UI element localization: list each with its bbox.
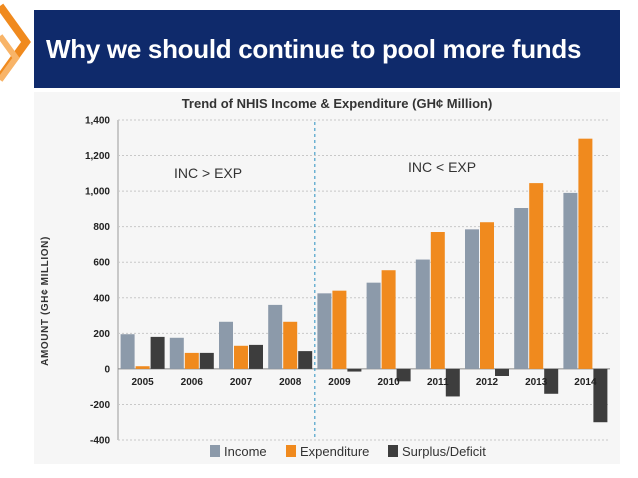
- legend-label: Expenditure: [300, 444, 369, 459]
- y-tick-label: 1,400: [85, 116, 110, 127]
- legend-swatch-expenditure: [286, 445, 296, 457]
- bar-surplus-deficit-2011: [445, 368, 460, 397]
- y-tick-label: 1,000: [85, 187, 110, 198]
- bar-expenditure-2009: [332, 290, 347, 369]
- annotation-inc-lt-exp: INC < EXP: [408, 159, 476, 175]
- bar-surplus-deficit-2005: [150, 336, 165, 369]
- bar-surplus-deficit-2007: [249, 344, 263, 369]
- bar-income-2012: [465, 229, 479, 369]
- bar-income-2009: [317, 293, 332, 369]
- x-tick-label: 2010: [377, 377, 400, 388]
- bar-surplus-deficit-2014: [593, 368, 608, 423]
- bar-surplus-deficit-2008: [298, 351, 313, 369]
- bar-expenditure-2006: [184, 352, 199, 369]
- y-axis-label: AMOUNT (GH¢ MILLION): [40, 236, 51, 366]
- bar-income-2010: [366, 282, 381, 369]
- y-tick-label: -400: [90, 436, 110, 447]
- income-expenditure-chart: Trend of NHIS Income & Expenditure (GH¢ …: [40, 96, 610, 459]
- y-tick-label: 800: [93, 222, 110, 233]
- bar-expenditure-2010: [381, 270, 396, 369]
- bar-income-2005: [120, 334, 135, 369]
- bar-expenditure-2012: [480, 222, 494, 369]
- chart-title: Trend of NHIS Income & Expenditure (GH¢ …: [182, 96, 493, 111]
- bar-expenditure-2011: [430, 232, 445, 369]
- bar-income-2007: [219, 321, 233, 369]
- legend: Income Expenditure Surplus/Deficit: [210, 444, 486, 459]
- y-tick-label: 200: [93, 329, 110, 340]
- x-tick-label: 2013: [525, 377, 548, 388]
- y-tick-label: 400: [93, 293, 110, 304]
- bar-expenditure-2007: [234, 345, 248, 369]
- bar-expenditure-2013: [529, 183, 544, 369]
- bar-surplus-deficit-2010: [396, 368, 411, 382]
- x-tick-label: 2011: [427, 377, 449, 388]
- bar-expenditure-2014: [578, 138, 593, 369]
- bar-income-2014: [563, 192, 578, 369]
- bar-expenditure-2005: [135, 366, 150, 369]
- y-tick-label: 600: [93, 258, 110, 269]
- x-tick-label: 2014: [574, 377, 597, 388]
- chart-panel: Trend of NHIS Income & Expenditure (GH¢ …: [34, 92, 620, 464]
- y-axis-ticks: 1,400 1,200 1,000 800 600 400 200 0 -200 -400: [85, 116, 110, 447]
- legend-label: Income: [224, 444, 267, 459]
- bar-income-2013: [514, 208, 529, 369]
- x-tick-label: 2008: [279, 377, 302, 388]
- bars: [120, 138, 608, 423]
- x-tick-label: 2005: [131, 377, 154, 388]
- slide-title-bar: Why we should continue to pool more fund…: [34, 10, 620, 88]
- bar-surplus-deficit-2009: [347, 368, 362, 372]
- slide-title: Why we should continue to pool more fund…: [46, 34, 582, 64]
- legend-label: Surplus/Deficit: [402, 444, 486, 459]
- legend-swatch-income: [210, 445, 220, 457]
- x-axis-ticks: 2005 2006 2007 2008 2009 2010 2011 2012 2013 2014: [131, 377, 596, 388]
- bar-income-2008: [268, 304, 283, 369]
- bar-surplus-deficit-2013: [544, 368, 559, 394]
- x-tick-label: 2012: [476, 377, 499, 388]
- bar-income-2011: [415, 259, 430, 369]
- y-tick-label: 1,200: [85, 151, 110, 162]
- bar-income-2006: [169, 337, 184, 369]
- y-tick-label: -200: [90, 400, 110, 411]
- bar-surplus-deficit-2006: [199, 352, 214, 369]
- bar-expenditure-2008: [283, 321, 298, 369]
- x-tick-label: 2006: [181, 377, 204, 388]
- legend-swatch-surplus-deficit: [388, 445, 398, 457]
- x-tick-label: 2009: [328, 377, 351, 388]
- annotation-inc-gt-exp: INC > EXP: [174, 165, 242, 181]
- y-tick-label: 0: [104, 364, 110, 375]
- chevron-decoration-icon: [0, 3, 31, 82]
- x-tick-label: 2007: [230, 377, 253, 388]
- bar-surplus-deficit-2012: [495, 368, 509, 376]
